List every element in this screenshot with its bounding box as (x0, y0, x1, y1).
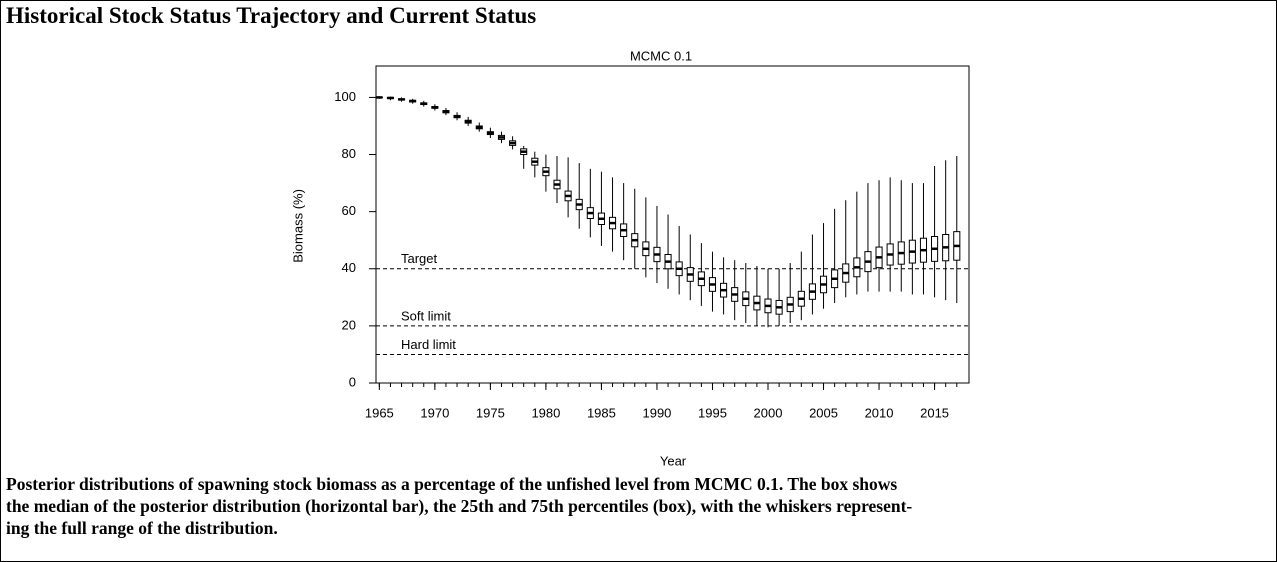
chart: MCMC 0.1 Year Biomass (%) 0 20 40 60 80 100 1965 1… (290, 48, 970, 468)
page-title: Historical Stock Status Trajectory and C… (6, 3, 537, 28)
reference-label: Soft limit (401, 308, 451, 323)
y-tick-label: 20 (342, 317, 356, 332)
y-tick-label: 0 (349, 374, 356, 389)
reference-label: Target (401, 251, 438, 266)
y-tick-label: 40 (342, 260, 356, 275)
x-tick-label: 1985 (587, 405, 616, 420)
caption: Posterior distributions of spawning stoc… (6, 473, 912, 539)
caption-line: ing the full range of the distribution. (6, 518, 278, 538)
reference-label: Hard limit (401, 337, 456, 352)
x-axis-title: Year (660, 453, 687, 468)
chart-title: MCMC 0.1 (630, 48, 692, 63)
x-tick-label: 1995 (698, 405, 727, 420)
caption-line: the median of the posterior distribution… (6, 496, 913, 516)
caption-line: Posterior distributions of spawning stoc… (6, 474, 898, 494)
x-tick-label: 2010 (865, 405, 894, 420)
y-tick-label: 100 (334, 89, 356, 104)
x-tick-label: 1965 (365, 405, 394, 420)
y-axis-title: Biomass (%) (290, 189, 305, 263)
y-tick-label: 60 (342, 203, 356, 218)
x-tick-label: 1975 (476, 405, 505, 420)
x-tick-label: 1970 (420, 405, 449, 420)
x-tick-label: 2005 (809, 405, 838, 420)
x-tick-label: 2015 (920, 405, 949, 420)
x-tick-label: 1990 (642, 405, 671, 420)
y-tick-label: 80 (342, 146, 356, 161)
x-tick-label: 1980 (531, 405, 560, 420)
plot-frame (375, 65, 970, 384)
x-tick-label: 2000 (754, 405, 783, 420)
